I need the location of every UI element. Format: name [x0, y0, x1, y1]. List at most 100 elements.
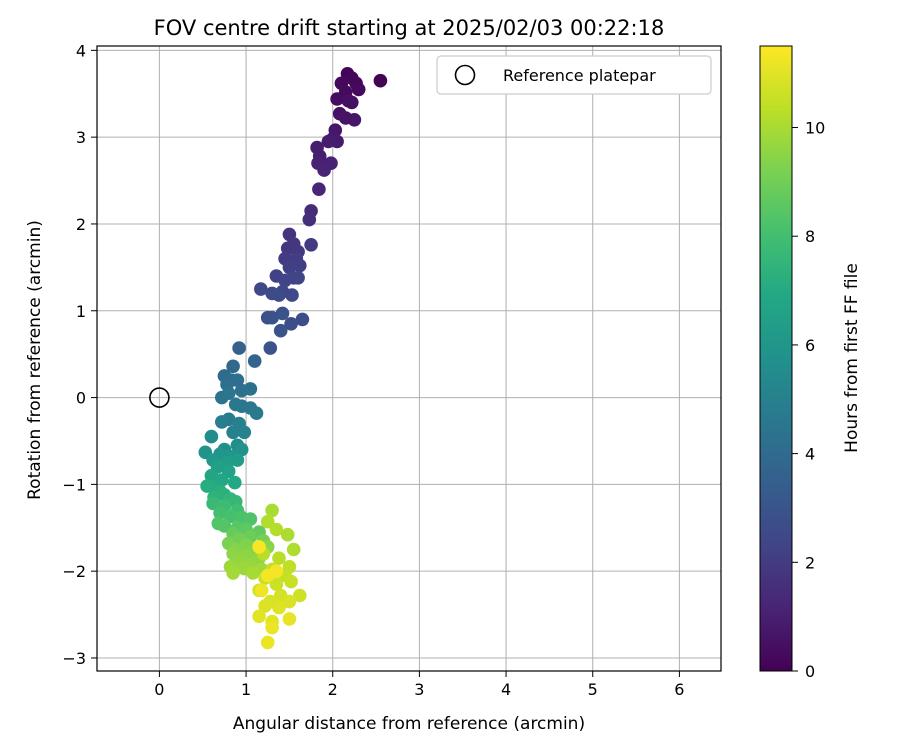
- data-point: [247, 354, 262, 368]
- data-point: [347, 113, 362, 127]
- data-point: [226, 359, 240, 374]
- data-point: [321, 134, 336, 149]
- data-point: [226, 425, 240, 440]
- data-point: [295, 312, 310, 327]
- data-point: [280, 527, 295, 542]
- legend-box: [436, 55, 712, 95]
- data-point: [312, 182, 326, 196]
- data-point: [272, 551, 286, 565]
- data-point: [373, 73, 388, 88]
- data-point: [286, 542, 301, 557]
- data-point: [282, 594, 297, 609]
- data-point: [284, 574, 298, 589]
- data-point: [228, 475, 242, 490]
- data-point: [260, 514, 275, 529]
- data-point: [269, 564, 284, 578]
- data-point: [252, 609, 266, 624]
- data-point: [284, 317, 298, 331]
- data-point: [291, 271, 305, 285]
- data-point: [246, 566, 260, 580]
- colorbar-label: Hours from first FF file: [842, 263, 862, 453]
- data-point: [265, 620, 279, 635]
- colorbar-tick-label: 4: [805, 445, 815, 464]
- data-point: [269, 577, 284, 591]
- data-point: [204, 429, 219, 444]
- data-point: [234, 383, 249, 398]
- data-point: [351, 82, 366, 97]
- data-point: [280, 241, 295, 256]
- data-point: [293, 258, 307, 273]
- y-tick-label: 3: [76, 128, 86, 147]
- data-point: [230, 373, 245, 388]
- data-point: [200, 479, 214, 493]
- data-point: [282, 260, 297, 275]
- legend: Reference platepar: [436, 55, 712, 95]
- colorbar-tick-label: 0: [805, 662, 815, 681]
- data-point: [272, 600, 286, 615]
- data-point: [304, 238, 318, 252]
- y-tick-label: 0: [76, 389, 86, 408]
- reference-platepar-marker: [149, 387, 170, 408]
- data-point: [330, 92, 344, 106]
- data-point: [275, 306, 290, 321]
- legend-label-reference: Reference platepar: [503, 66, 656, 85]
- colorbar: 0 2 4 6 8 10 Hours from first FF file: [759, 45, 862, 681]
- data-point: [252, 540, 266, 554]
- colorbar-gradient: [759, 45, 793, 672]
- y-tick-label: −3: [62, 649, 86, 668]
- data-point: [273, 323, 288, 338]
- x-axis-label: Angular distance from reference (arcmin): [233, 714, 585, 734]
- y-tick-label: 4: [76, 41, 86, 60]
- data-point: [249, 406, 264, 421]
- colorbar-ticks: 0 2 4 6 8 10: [792, 119, 825, 681]
- colorbar-tick-label: 8: [805, 227, 815, 246]
- data-point: [278, 273, 292, 288]
- x-tick-label: 4: [501, 680, 511, 699]
- x-tick-label: 0: [154, 680, 164, 699]
- chart-title: FOV centre drift starting at 2025/02/03 …: [154, 16, 665, 40]
- data-point: [206, 496, 220, 511]
- data-point: [260, 635, 275, 650]
- data-point: [258, 599, 272, 613]
- data-point: [272, 288, 286, 302]
- data-point: [282, 612, 297, 626]
- data-point: [269, 522, 284, 537]
- grid-lines: [97, 46, 721, 671]
- colorbar-tick-label: 2: [805, 553, 815, 572]
- x-tick-label: 3: [414, 680, 424, 699]
- data-point: [221, 386, 236, 401]
- x-tick-label: 2: [328, 680, 338, 699]
- data-point: [263, 341, 278, 355]
- data-point: [230, 453, 245, 467]
- data-point: [217, 519, 232, 533]
- colorbar-tick-label: 10: [805, 119, 825, 138]
- x-tick-label: 5: [588, 680, 598, 699]
- data-point: [265, 310, 279, 325]
- data-point: [345, 95, 359, 110]
- data-point: [302, 212, 317, 227]
- data-point: [317, 163, 331, 177]
- x-tick-label: 1: [241, 680, 251, 699]
- x-tick-label: 6: [674, 680, 684, 699]
- data-point: [215, 415, 229, 429]
- y-axis-ticks: −3 −2 −1 0 1 2 3 4: [62, 41, 97, 668]
- data-point: [243, 512, 258, 526]
- y-axis-label: Rotation from reference (arcmin): [25, 220, 45, 500]
- data-point: [213, 506, 227, 520]
- legend-marker-reference: [454, 64, 476, 86]
- data-point: [234, 442, 249, 457]
- data-point: [226, 566, 240, 580]
- scatter-points: [149, 67, 388, 650]
- data-point: [253, 282, 268, 296]
- data-point: [232, 341, 246, 355]
- y-tick-label: −1: [62, 475, 86, 494]
- data-point: [254, 583, 269, 598]
- y-tick-label: −2: [62, 562, 86, 581]
- y-tick-label: 1: [76, 302, 86, 321]
- data-point: [204, 468, 219, 483]
- data-point: [265, 503, 279, 518]
- data-point: [237, 425, 252, 440]
- axes-frame: [96, 45, 722, 672]
- colorbar-tick-label: 6: [805, 336, 815, 355]
